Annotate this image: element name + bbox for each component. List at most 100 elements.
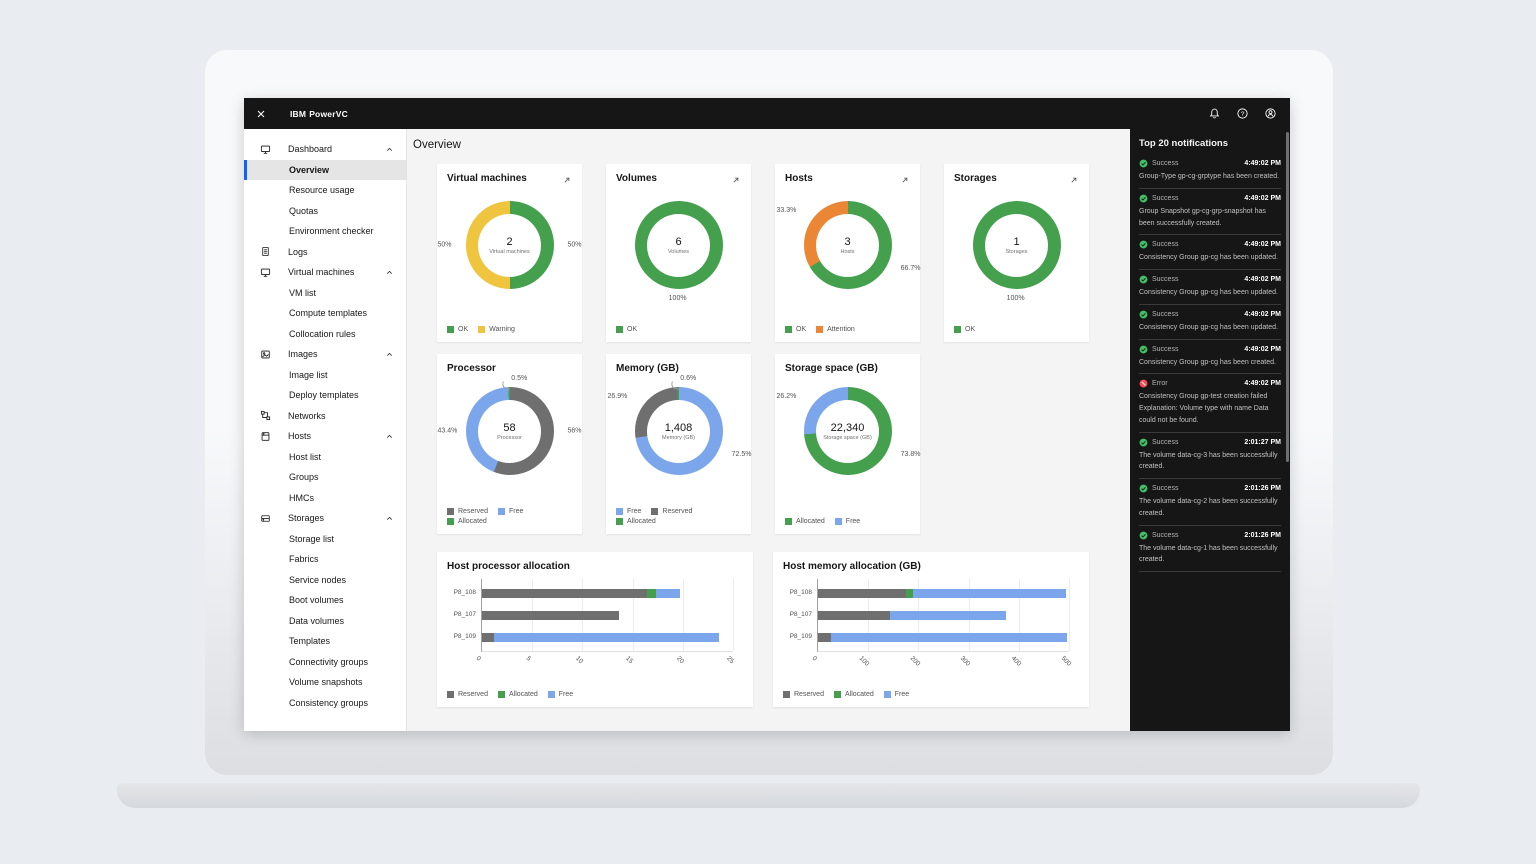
bar-segment-reserved <box>482 588 647 598</box>
sidebar-item-storage-list[interactable]: Storage list <box>244 529 406 550</box>
sidebar-item-vm-list[interactable]: VM list <box>244 283 406 304</box>
user-button[interactable] <box>1256 98 1284 129</box>
launch-icon <box>731 173 741 188</box>
sidebar-item-image-list[interactable]: Image list <box>244 365 406 386</box>
legend-swatch <box>785 518 792 525</box>
sidebar-item-networks[interactable]: Networks <box>244 406 406 427</box>
segment-label-reserved: 26.9% <box>607 393 628 400</box>
sidebar-item-virtual-machines[interactable]: Virtual machines <box>244 262 406 283</box>
legend-label: Attention <box>827 326 855 333</box>
notification-item[interactable]: Success 4:49:02 PM Consistency Group gp-cg… <box>1139 270 1281 305</box>
sidebar-item-resource-usage[interactable]: Resource usage <box>244 180 406 201</box>
notifications-scrollbar[interactable] <box>1286 132 1289 462</box>
sidebar-item-logs[interactable]: Logs <box>244 242 406 263</box>
chevron-up-icon[interactable] <box>385 350 394 359</box>
card-storages: Storages 1 Storages 100% OK <box>944 164 1089 342</box>
sidebar-item-boot-volumes[interactable]: Boot volumes <box>244 590 406 611</box>
legend-swatch <box>447 508 454 515</box>
sidebar-item-connectivity-groups[interactable]: Connectivity groups <box>244 652 406 673</box>
notification-status: Success <box>1152 241 1179 249</box>
sidebar-item-dashboard[interactable]: Dashboard <box>244 139 406 160</box>
card-header: Host memory allocation (GB) <box>773 552 1089 572</box>
sidebar-item-deploy-templates[interactable]: Deploy templates <box>244 385 406 406</box>
sidebar-item-collocation-rules[interactable]: Collocation rules <box>244 324 406 345</box>
notifications-button[interactable] <box>1200 98 1228 129</box>
chevron-up-icon[interactable] <box>385 432 394 441</box>
gridline <box>1018 579 1020 651</box>
x-tick-label: 20 <box>674 655 685 666</box>
notification-header: Success 4:49:02 PM <box>1139 310 1281 319</box>
sidebar-item-hosts[interactable]: Hosts <box>244 426 406 447</box>
expand-button[interactable] <box>562 173 572 188</box>
sidebar-item-groups[interactable]: Groups <box>244 467 406 488</box>
page-title: Overview <box>413 139 461 151</box>
card-host-processor-allocation: Host processor allocation P8_108 P8_107 P8_… <box>437 552 753 707</box>
gridline <box>1069 579 1070 651</box>
card-title: Memory (GB) <box>616 363 679 374</box>
segment-label-allocated: 73.8% <box>900 451 921 458</box>
notification-item[interactable]: Success 2:01:26 PM The volume data-cg-2 ha… <box>1139 479 1281 526</box>
notification-header: Success 4:49:02 PM <box>1139 345 1281 354</box>
notification-item[interactable]: Error 4:49:02 PM Consistency Group gp-test… <box>1139 374 1281 433</box>
notification-item[interactable]: Success 4:49:02 PM Group Snapshot gp-cg-gr… <box>1139 189 1281 236</box>
bell-icon <box>1209 108 1219 119</box>
bar-row-p8-109 <box>482 626 733 648</box>
legend-swatch <box>547 691 555 698</box>
chevron-up-icon[interactable] <box>385 268 394 277</box>
notification-item[interactable]: Success 4:49:02 PM Consistency Group gp-cg… <box>1139 305 1281 340</box>
sidebar-item-hmcs[interactable]: HMCs <box>244 488 406 509</box>
sidebar-item-fabrics[interactable]: Fabrics <box>244 549 406 570</box>
sidebar-item-environment-checker[interactable]: Environment checker <box>244 221 406 242</box>
legend-item-reserved: Reserved <box>783 691 824 698</box>
notification-item[interactable]: Success 4:49:02 PM Consistency Group gp-cg… <box>1139 235 1281 270</box>
notification-status: Success <box>1152 310 1179 318</box>
segment-label-free: 43.4% <box>437 427 458 435</box>
bar-segment-reserved <box>818 610 890 620</box>
legend-item-reserved: Reserved <box>651 508 692 515</box>
legend-label: Allocated <box>844 691 874 698</box>
sidebar-item-storages[interactable]: Storages <box>244 508 406 529</box>
expand-button[interactable] <box>900 173 910 188</box>
app-body: Dashboard Overview Resource usage Quotas Env… <box>244 129 1290 731</box>
sidebar-item-host-list[interactable]: Host list <box>244 447 406 468</box>
chart-legend: Reserved Allocated Free <box>437 689 753 707</box>
legend-label: Reserved <box>662 508 693 515</box>
sidebar-item-volume-snapshots[interactable]: Volume snapshots <box>244 672 406 693</box>
sidebar-item-data-volumes[interactable]: Data volumes <box>244 611 406 632</box>
sidebar-item-templates[interactable]: Templates <box>244 631 406 652</box>
expand-button[interactable] <box>731 173 741 188</box>
sidebar-item-images[interactable]: Images <box>244 344 406 365</box>
sidebar-item-label: Groups <box>289 472 319 483</box>
notification-status: Success <box>1152 276 1179 283</box>
donut-chart: 3 Hosts 66.7% 33.3% <box>777 201 921 289</box>
sidebar-item-consistency-groups[interactable]: Consistency groups <box>244 693 406 714</box>
legend-label: OK <box>965 326 976 333</box>
notification-item[interactable]: Success 2:01:26 PM The volume data-cg-1 ha… <box>1139 526 1281 572</box>
notification-item[interactable]: Success 4:49:02 PM Group-Type gp-cg-grptyp… <box>1139 154 1281 189</box>
sidebar-item-compute-templates[interactable]: Compute templates <box>244 303 406 324</box>
notification-message: Consistency Group gp-cg has been updated… <box>1139 289 1278 296</box>
close-button[interactable] <box>244 98 278 129</box>
bar-stack <box>818 588 1069 598</box>
expand-button[interactable] <box>1069 173 1079 188</box>
notification-time: 4:49:02 PM <box>1244 160 1281 167</box>
chevron-up-icon[interactable] <box>385 514 394 523</box>
category-label: P8_109 <box>789 633 812 640</box>
sidebar-item-service-nodes[interactable]: Service nodes <box>244 570 406 591</box>
success-icon <box>1139 310 1148 319</box>
sidebar-item-label: VM list <box>289 287 316 298</box>
notification-item[interactable]: Success 4:49:02 PM Consistency Group gp-cg… <box>1139 340 1281 375</box>
x-tick-label: 200 <box>908 655 922 668</box>
sidebar-item-label: Quotas <box>289 205 319 216</box>
legend-swatch <box>447 518 454 525</box>
sidebar-item-quotas[interactable]: Quotas <box>244 201 406 222</box>
sidebar: Dashboard Overview Resource usage Quotas Env… <box>244 129 407 731</box>
legend-swatch <box>616 326 623 333</box>
sidebar-item-overview[interactable]: Overview <box>244 159 406 180</box>
chevron-up-icon[interactable] <box>385 145 394 154</box>
notification-item[interactable]: Success 2:01:27 PM The volume data-cg-3 ha… <box>1139 433 1281 479</box>
success-icon <box>1139 275 1148 284</box>
help-button[interactable]: ? <box>1228 98 1256 129</box>
donut-center-value: 6 <box>675 235 682 248</box>
notification-time: 4:49:02 PM <box>1244 310 1281 318</box>
